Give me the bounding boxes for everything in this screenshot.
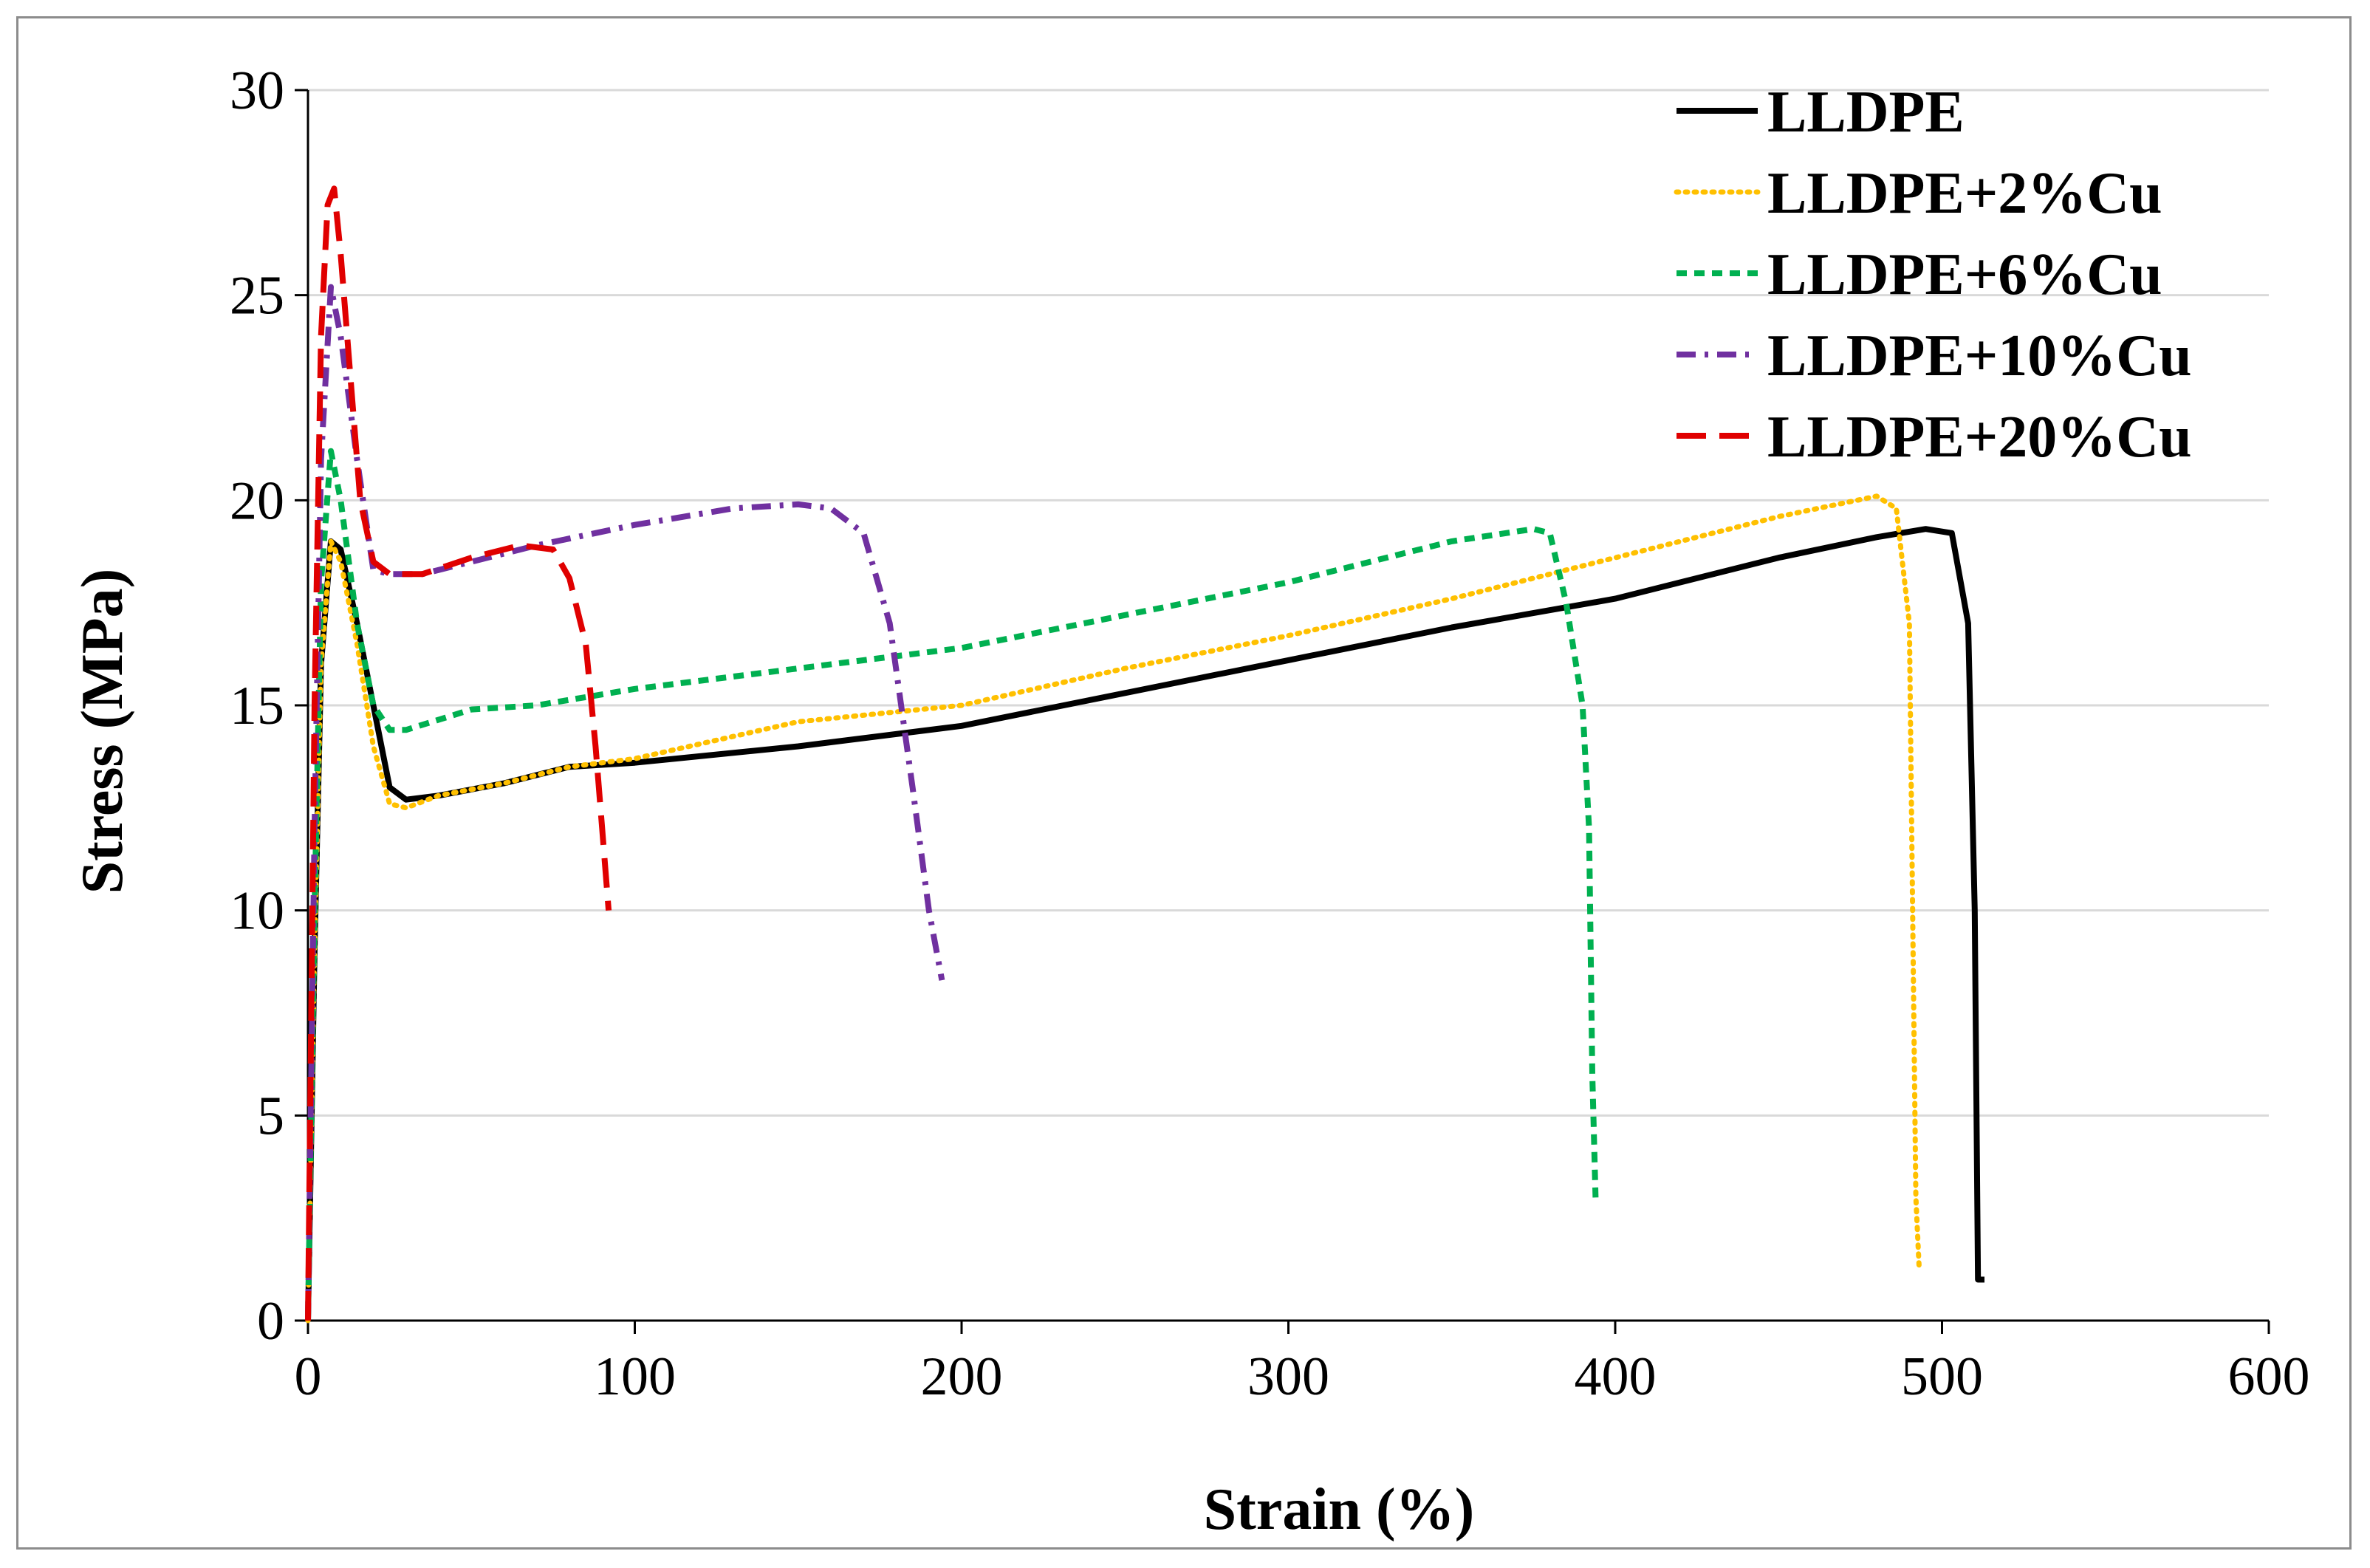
- y-tick-label: 10: [230, 881, 284, 942]
- x-tick-label: 600: [2228, 1346, 2310, 1407]
- x-tick-label: 100: [594, 1346, 676, 1407]
- legend-label: LLDPE+2%Cu: [1767, 161, 2162, 226]
- y-tick-label: 0: [257, 1291, 284, 1352]
- y-tick-label: 25: [230, 266, 284, 326]
- x-tick-label: 500: [1901, 1346, 1983, 1407]
- series-line-lldpe-20-cu: [305, 185, 612, 1321]
- legend-label: LLDPE+6%Cu: [1767, 242, 2162, 307]
- gridlines: [308, 89, 2269, 1117]
- x-tick-label: 200: [921, 1346, 1003, 1407]
- x-tick-label: 300: [1247, 1346, 1329, 1407]
- y-tick-label: 20: [230, 470, 284, 531]
- y-tick-labels: 0 5 10 15 20 25 30: [230, 61, 284, 1352]
- legend: LLDPE LLDPE+2%Cu LLDPE+6%Cu LLDPE+10%Cu LLDP…: [1674, 80, 2192, 470]
- series-line-lldpe-10-cu: [305, 284, 945, 1321]
- y-axis-title: Stress (MPa): [70, 569, 135, 894]
- y-tick-label: 15: [230, 676, 284, 736]
- x-axis-title: Strain (%): [1204, 1477, 1475, 1542]
- y-tick-label: 30: [230, 61, 284, 121]
- legend-label: LLDPE+10%Cu: [1767, 323, 2192, 388]
- legend-label: LLDPE: [1767, 80, 1965, 145]
- line-chart: 0 100 200 300 400 500 600 0 5 10 15 20 25 30 Strain …: [70, 61, 2310, 1542]
- x-tick-label: 0: [295, 1346, 322, 1407]
- series-line-lldpe-6-cu: [305, 448, 1599, 1321]
- series-line-lldpe-2-cu: [305, 493, 1922, 1324]
- x-tick-labels: 0 100 200 300 400 500 600: [295, 1346, 2310, 1407]
- series-line-lldpe: [305, 526, 1984, 1321]
- legend-label: LLDPE+20%Cu: [1767, 405, 2192, 470]
- y-tick-label: 5: [257, 1086, 284, 1146]
- chart-frame: 0 100 200 300 400 500 600 0 5 10 15 20 25 30 Strain …: [16, 16, 2352, 1550]
- x-tick-label: 400: [1575, 1346, 1657, 1407]
- series-lines: [305, 185, 1984, 1324]
